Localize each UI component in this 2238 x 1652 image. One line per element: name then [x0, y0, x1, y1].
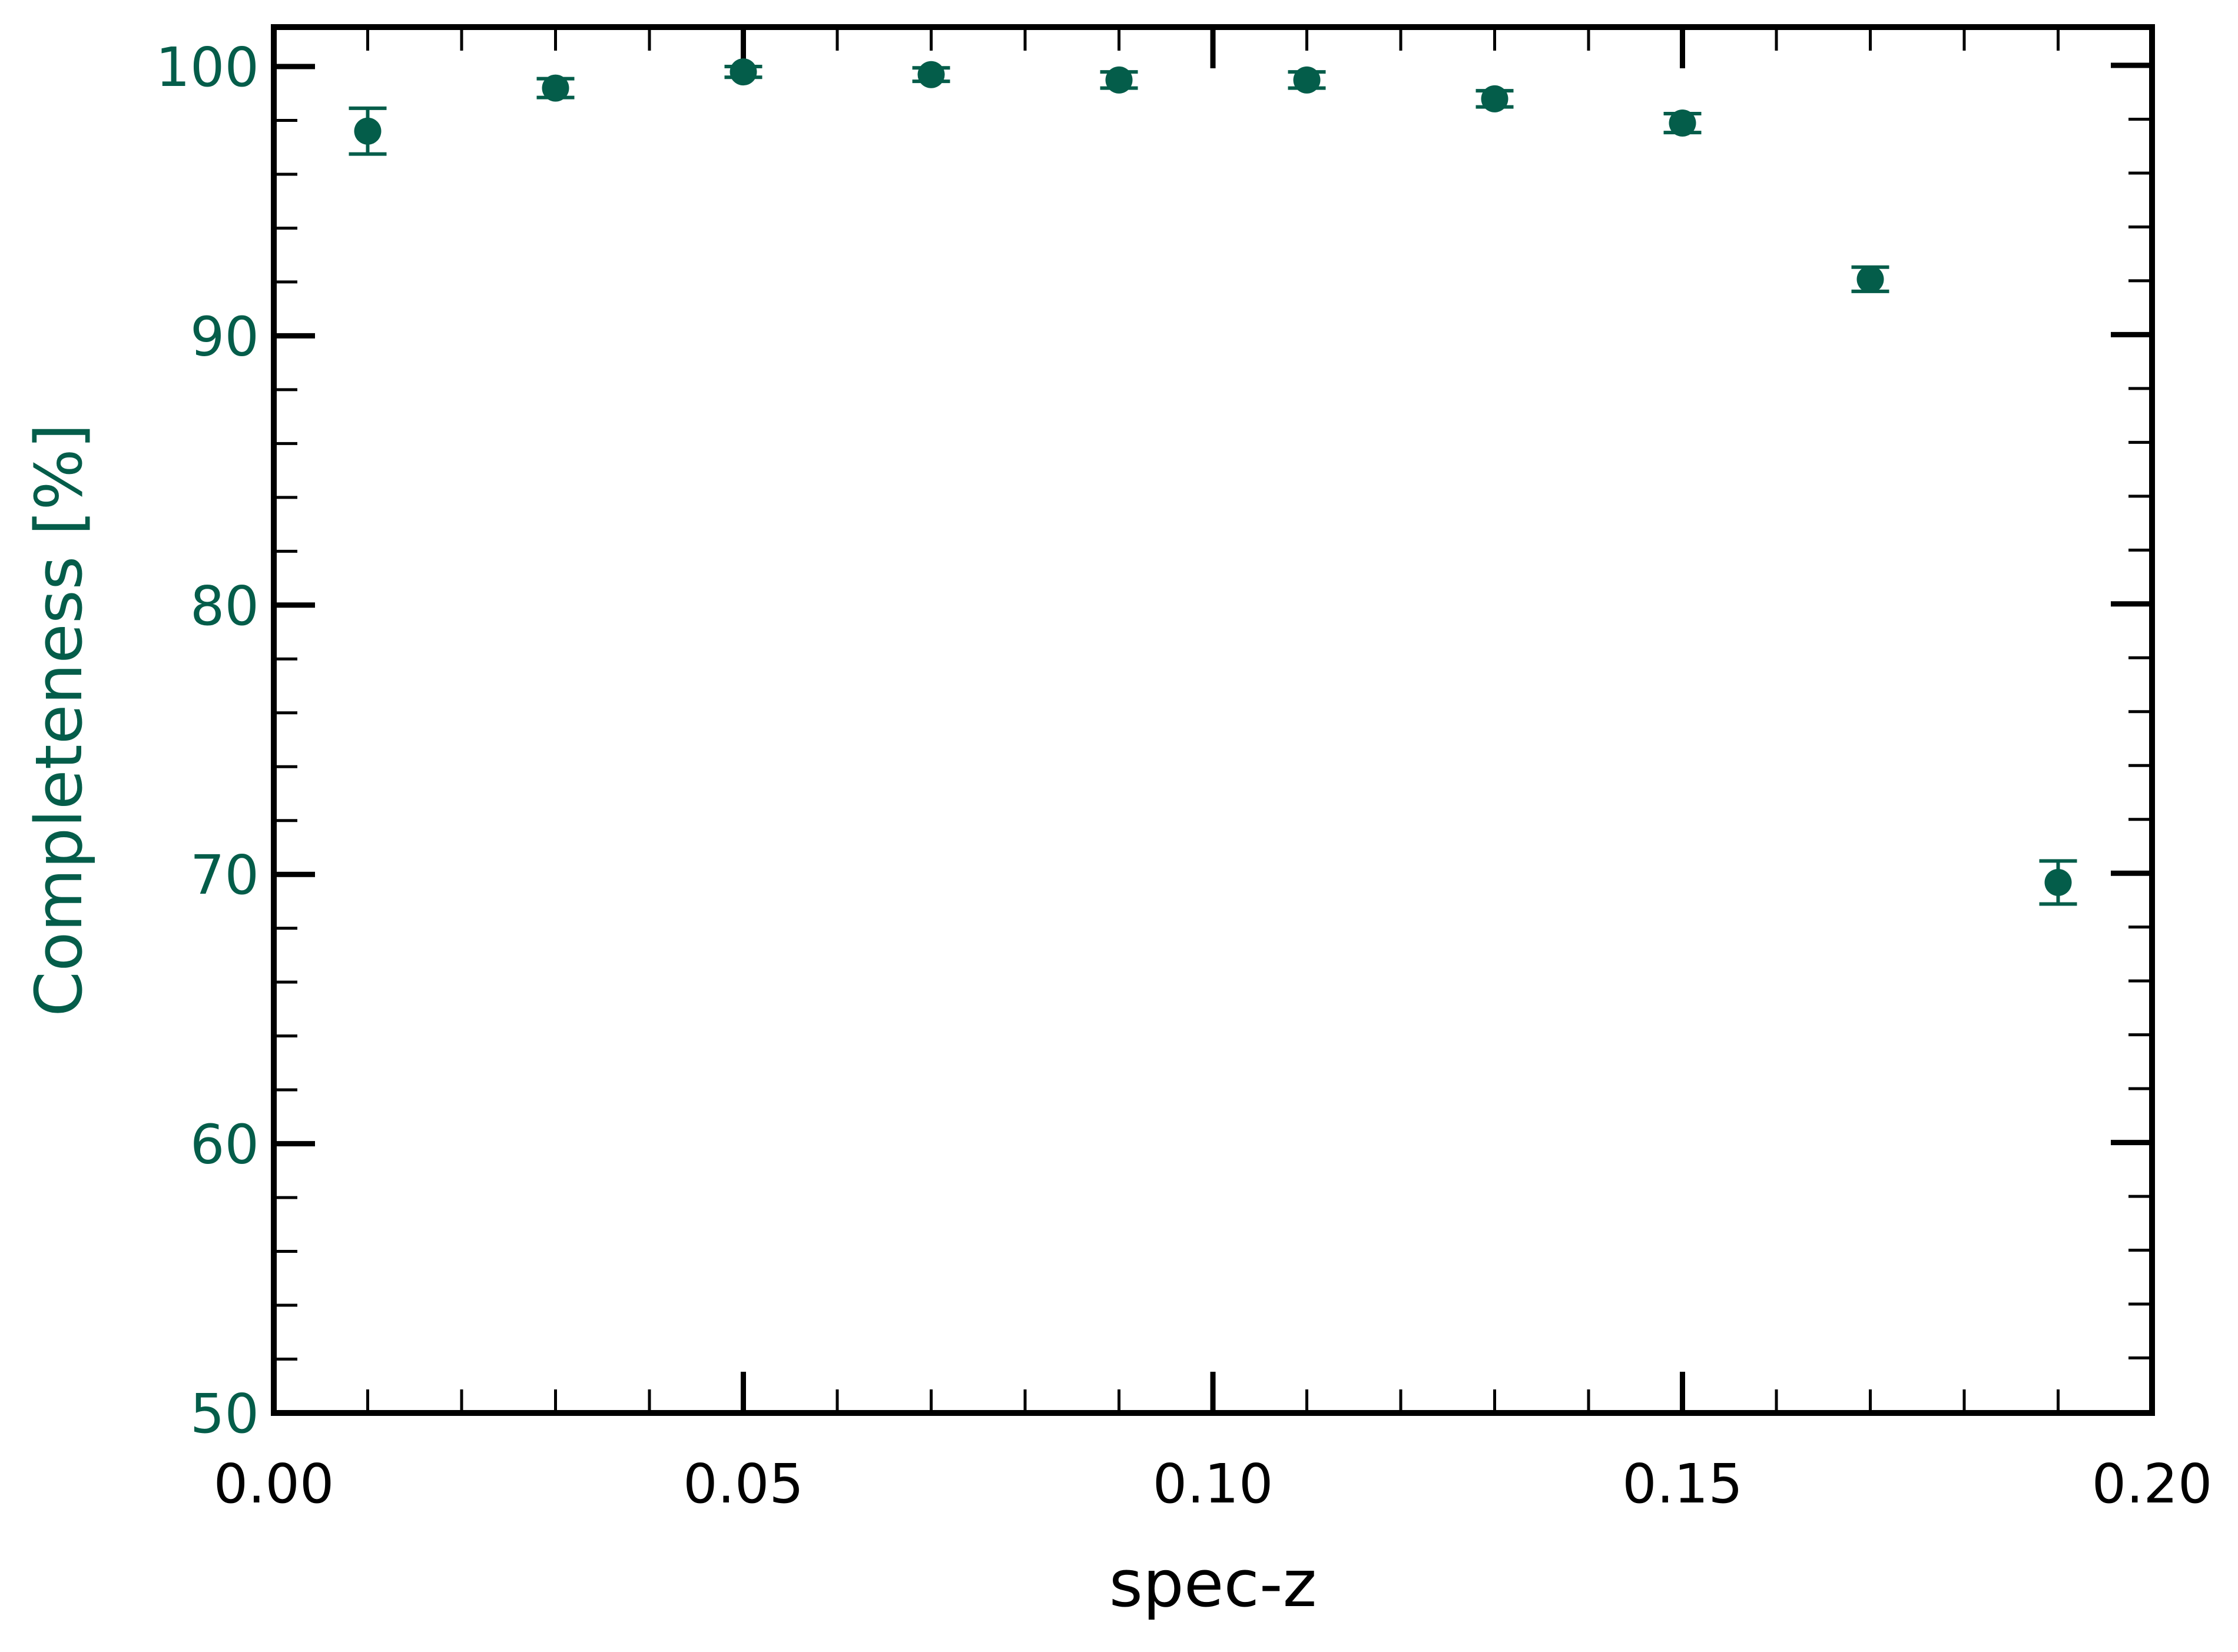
y-tick-label: 80 [190, 575, 259, 638]
data-point-group [1663, 110, 1702, 137]
y-tick-label: 90 [190, 305, 259, 368]
data-point-group [1851, 265, 1889, 293]
x-tick-label: 0.10 [1153, 1452, 1274, 1515]
data-point [1669, 110, 1696, 137]
minor-ticks [274, 27, 2152, 1413]
y-tick-label: 60 [190, 1113, 259, 1176]
y-tick-labels: 50 60 70 80 90 100 [155, 36, 259, 1445]
x-tick-label: 0.15 [1622, 1452, 1743, 1515]
data-point [917, 61, 945, 88]
data-point-group [2039, 859, 2077, 906]
data-point-group [1476, 85, 1514, 112]
data-point-group [724, 58, 762, 86]
data-point [1856, 266, 1884, 293]
x-tick-label: 0.20 [2092, 1452, 2213, 1515]
data-point-group [1100, 66, 1138, 94]
data-point [542, 74, 569, 102]
data-point [1481, 85, 1508, 112]
data-point-group [536, 74, 575, 102]
data-point [1293, 66, 1321, 94]
y-axis-label: Completeness [%] [21, 423, 97, 1016]
x-tick-labels: 0.00 0.05 0.10 0.15 0.20 [214, 1452, 2213, 1515]
data-points [349, 58, 2077, 906]
x-tick-label: 0.05 [683, 1452, 804, 1515]
y-tick-label: 50 [190, 1382, 259, 1445]
y-tick-label: 70 [190, 844, 259, 907]
data-point [1105, 66, 1133, 94]
y-tick-label: 100 [155, 36, 259, 99]
plot-frame [271, 24, 2155, 1416]
data-point [730, 58, 757, 86]
data-point-group [912, 61, 950, 88]
x-axis-label: spec-z [1109, 1546, 1317, 1621]
data-point-group [349, 106, 387, 156]
x-tick-label: 0.00 [214, 1452, 334, 1515]
data-point [354, 117, 382, 145]
data-point [2044, 868, 2072, 896]
data-point-group [1288, 66, 1326, 94]
